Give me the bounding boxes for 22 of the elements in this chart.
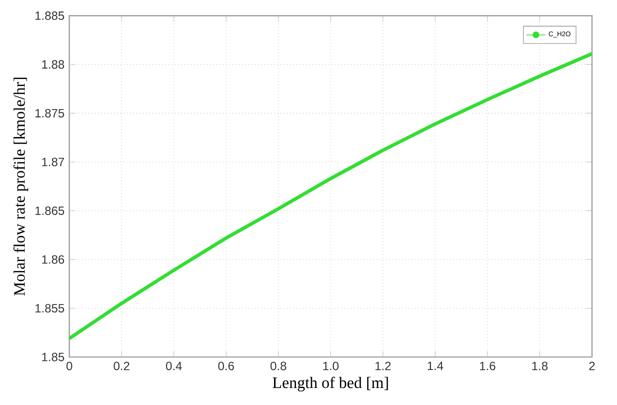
y-axis-title: Molar flow rate profile [kmole/hr] (13, 78, 28, 296)
x-tick-label: 1.4 (428, 362, 444, 370)
x-axis-title: Length of bed [m] (272, 376, 388, 392)
x-tick-label: 2 (589, 362, 595, 370)
x-tick-label: 1.6 (480, 362, 496, 370)
x-tick-label: 0 (66, 362, 72, 370)
y-tick-label: 1.875 (36, 108, 64, 118)
y-tick-label: 1.885 (36, 11, 64, 20)
x-tick-label: 1.0 (323, 362, 339, 370)
y-tick-label: 1.88 (42, 60, 64, 69)
x-tick-label: 0.4 (166, 362, 182, 370)
x-tick-label: 0.2 (114, 362, 130, 370)
x-tick-label: 0.8 (270, 362, 286, 370)
x-tick-label: 1.8 (532, 362, 548, 370)
y-tick-label: 1.85 (42, 352, 64, 362)
y-tick-label: 1.87 (42, 158, 64, 166)
y-tick-label: 1.86 (42, 255, 64, 264)
x-tick-label: 0.6 (218, 362, 234, 370)
y-tick-label: 1.865 (36, 206, 64, 215)
y-tick-label: 1.855 (36, 304, 64, 312)
line-series (69, 52, 592, 340)
x-tick-label: 1.2 (376, 362, 391, 370)
